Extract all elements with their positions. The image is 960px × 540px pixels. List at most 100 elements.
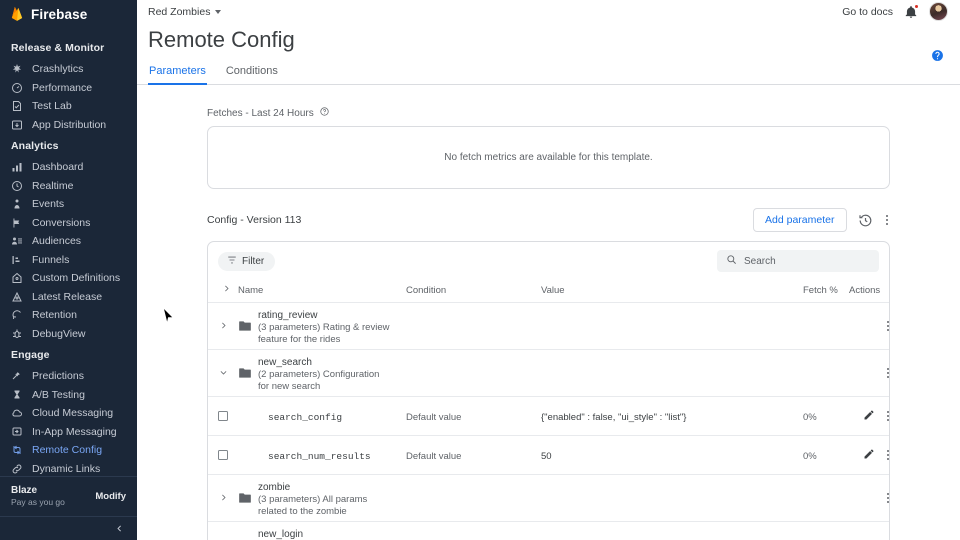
table-row[interactable]: rating_review (3 parameters) Rating & re… — [208, 302, 889, 350]
sidebar-item-dynamic-links[interactable]: Dynamic Links — [0, 460, 137, 477]
chevron-right-icon — [219, 491, 228, 505]
table-row[interactable]: new_login (3 parameters) All params rela… — [208, 521, 889, 540]
param-value: 50 — [541, 451, 552, 462]
sidebar-item-funnels[interactable]: Funnels — [0, 251, 137, 270]
column-header-fetch: Fetch % — [803, 279, 849, 303]
remote-config-icon — [11, 444, 23, 456]
row-more-menu[interactable] — [885, 319, 889, 334]
sidebar-item-label: Dynamic Links — [32, 462, 101, 475]
collapse-group-button[interactable] — [208, 366, 238, 380]
chevron-right-icon — [222, 284, 231, 296]
billing-plan: Blaze Pay as you go Modify — [0, 476, 137, 516]
sidebar-item-custom-definitions[interactable]: Custom Definitions — [0, 269, 137, 288]
sidebar-item-label: Test Lab — [32, 100, 72, 113]
avatar[interactable] — [929, 2, 948, 21]
firebase-wordmark: Firebase — [31, 6, 88, 22]
param-fetch-percent: 0% — [803, 451, 817, 462]
history-clock-icon[interactable] — [857, 212, 874, 229]
param-condition: Default value — [406, 451, 462, 462]
page-tabs: Parameters Conditions — [137, 61, 960, 85]
sidebar-item-conversions[interactable]: Conversions — [0, 214, 137, 233]
sidebar-item-events[interactable]: Events — [0, 195, 137, 214]
collapse-sidebar-button[interactable] — [0, 516, 137, 540]
debugview-icon — [11, 328, 23, 340]
sidebar-item-predictions[interactable]: Predictions — [0, 367, 137, 386]
param-condition: Default value — [406, 412, 462, 423]
search-box[interactable] — [717, 250, 879, 272]
table-row[interactable]: zombie (3 parameters) All params related… — [208, 474, 889, 522]
sidebar-item-test-lab[interactable]: Test Lab — [0, 97, 137, 116]
help-circle-icon[interactable] — [320, 107, 329, 119]
sidebar-item-label: Realtime — [32, 179, 74, 192]
sidebar-item-performance[interactable]: Performance — [0, 79, 137, 98]
sidebar-item-in-app-messaging[interactable]: In-App Messaging — [0, 423, 137, 442]
modify-plan-button[interactable]: Modify — [95, 490, 126, 502]
sidebar-item-dashboard[interactable]: Dashboard — [0, 158, 137, 177]
sidebar-item-audiences[interactable]: Audiences — [0, 232, 137, 251]
row-checkbox[interactable] — [218, 411, 228, 421]
project-selector[interactable]: Red Zombies — [148, 5, 222, 18]
sidebar-item-label: A/B Testing — [32, 388, 85, 401]
expand-all-header[interactable] — [208, 279, 238, 303]
pencil-icon[interactable] — [863, 448, 875, 463]
parameters-table-card: Filter — [207, 241, 890, 540]
sidebar-item-debugview[interactable]: DebugView — [0, 325, 137, 344]
chevron-left-icon — [115, 522, 124, 536]
top-bar: Red Zombies Go to docs — [137, 0, 960, 23]
row-checkbox[interactable] — [218, 450, 228, 460]
group-name: new_login — [258, 528, 304, 540]
row-more-menu[interactable] — [885, 491, 889, 506]
row-more-menu[interactable] — [885, 409, 889, 424]
table-header-row: Name Condition Value Fetch % Actions — [208, 279, 889, 303]
sidebar-item-label: Performance — [32, 81, 93, 94]
go-to-docs-link[interactable]: Go to docs — [842, 5, 893, 18]
conversions-flag-icon — [11, 217, 23, 229]
cloud-messaging-icon — [11, 407, 23, 419]
test-lab-icon — [11, 100, 23, 112]
project-name: Red Zombies — [148, 5, 211, 18]
table-row[interactable]: search_num_results Default value 50 0% — [208, 435, 889, 475]
firebase-flame-icon — [10, 6, 24, 22]
group-actions-cell — [849, 521, 889, 540]
latest-release-icon — [11, 291, 23, 303]
search-input[interactable] — [744, 255, 870, 267]
row-more-menu[interactable] — [885, 366, 889, 381]
sidebar-item-ab-testing[interactable]: A/B Testing — [0, 386, 137, 405]
config-more-menu[interactable] — [884, 213, 891, 228]
param-actions-cell — [849, 435, 889, 475]
config-version-label: Config - Version 113 — [207, 214, 302, 226]
expand-group-button[interactable] — [208, 319, 238, 333]
sidebar-item-app-distribution[interactable]: App Distribution — [0, 116, 137, 135]
page-content: Fetches - Last 24 Hours No fetch metrics… — [137, 85, 960, 540]
expand-group-button[interactable] — [208, 491, 238, 505]
sidebar-item-label: App Distribution — [32, 118, 107, 131]
tab-conditions[interactable]: Conditions — [225, 65, 278, 77]
firebase-brand[interactable]: Firebase — [0, 0, 137, 28]
group-name-cell: zombie (3 parameters) All params related… — [208, 474, 803, 522]
add-parameter-button[interactable]: Add parameter — [753, 208, 847, 232]
funnels-icon — [11, 254, 23, 266]
sidebar-item-label: Predictions — [32, 370, 84, 383]
sidebar-item-crashlytics[interactable]: Crashlytics — [0, 60, 137, 79]
config-actions: Add parameter — [753, 208, 890, 232]
pencil-icon[interactable] — [863, 409, 875, 424]
sidebar-item-remote-config[interactable]: Remote Config — [0, 441, 137, 460]
performance-icon — [11, 82, 23, 94]
sidebar-item-label: Dashboard — [32, 161, 84, 174]
tab-parameters[interactable]: Parameters — [148, 61, 207, 85]
group-name-cell: new_login (3 parameters) All params rela… — [208, 521, 803, 540]
notifications-button[interactable] — [904, 3, 919, 19]
group-actions-cell — [849, 349, 889, 397]
row-more-menu[interactable] — [885, 448, 889, 463]
sidebar-item-realtime[interactable]: Realtime — [0, 177, 137, 196]
retention-icon — [11, 309, 23, 321]
sidebar-item-label: Retention — [32, 309, 77, 322]
sidebar-item-retention[interactable]: Retention — [0, 306, 137, 325]
help-circle-icon[interactable] — [931, 49, 944, 65]
page-title: Remote Config — [148, 27, 295, 52]
sidebar-item-cloud-messaging[interactable]: Cloud Messaging — [0, 404, 137, 423]
sidebar-item-latest-release[interactable]: Latest Release — [0, 288, 137, 307]
table-row[interactable]: search_config Default value {"enabled" :… — [208, 396, 889, 436]
table-row[interactable]: new_search (2 parameters) Configuration … — [208, 349, 889, 397]
filter-chip[interactable]: Filter — [218, 251, 276, 271]
